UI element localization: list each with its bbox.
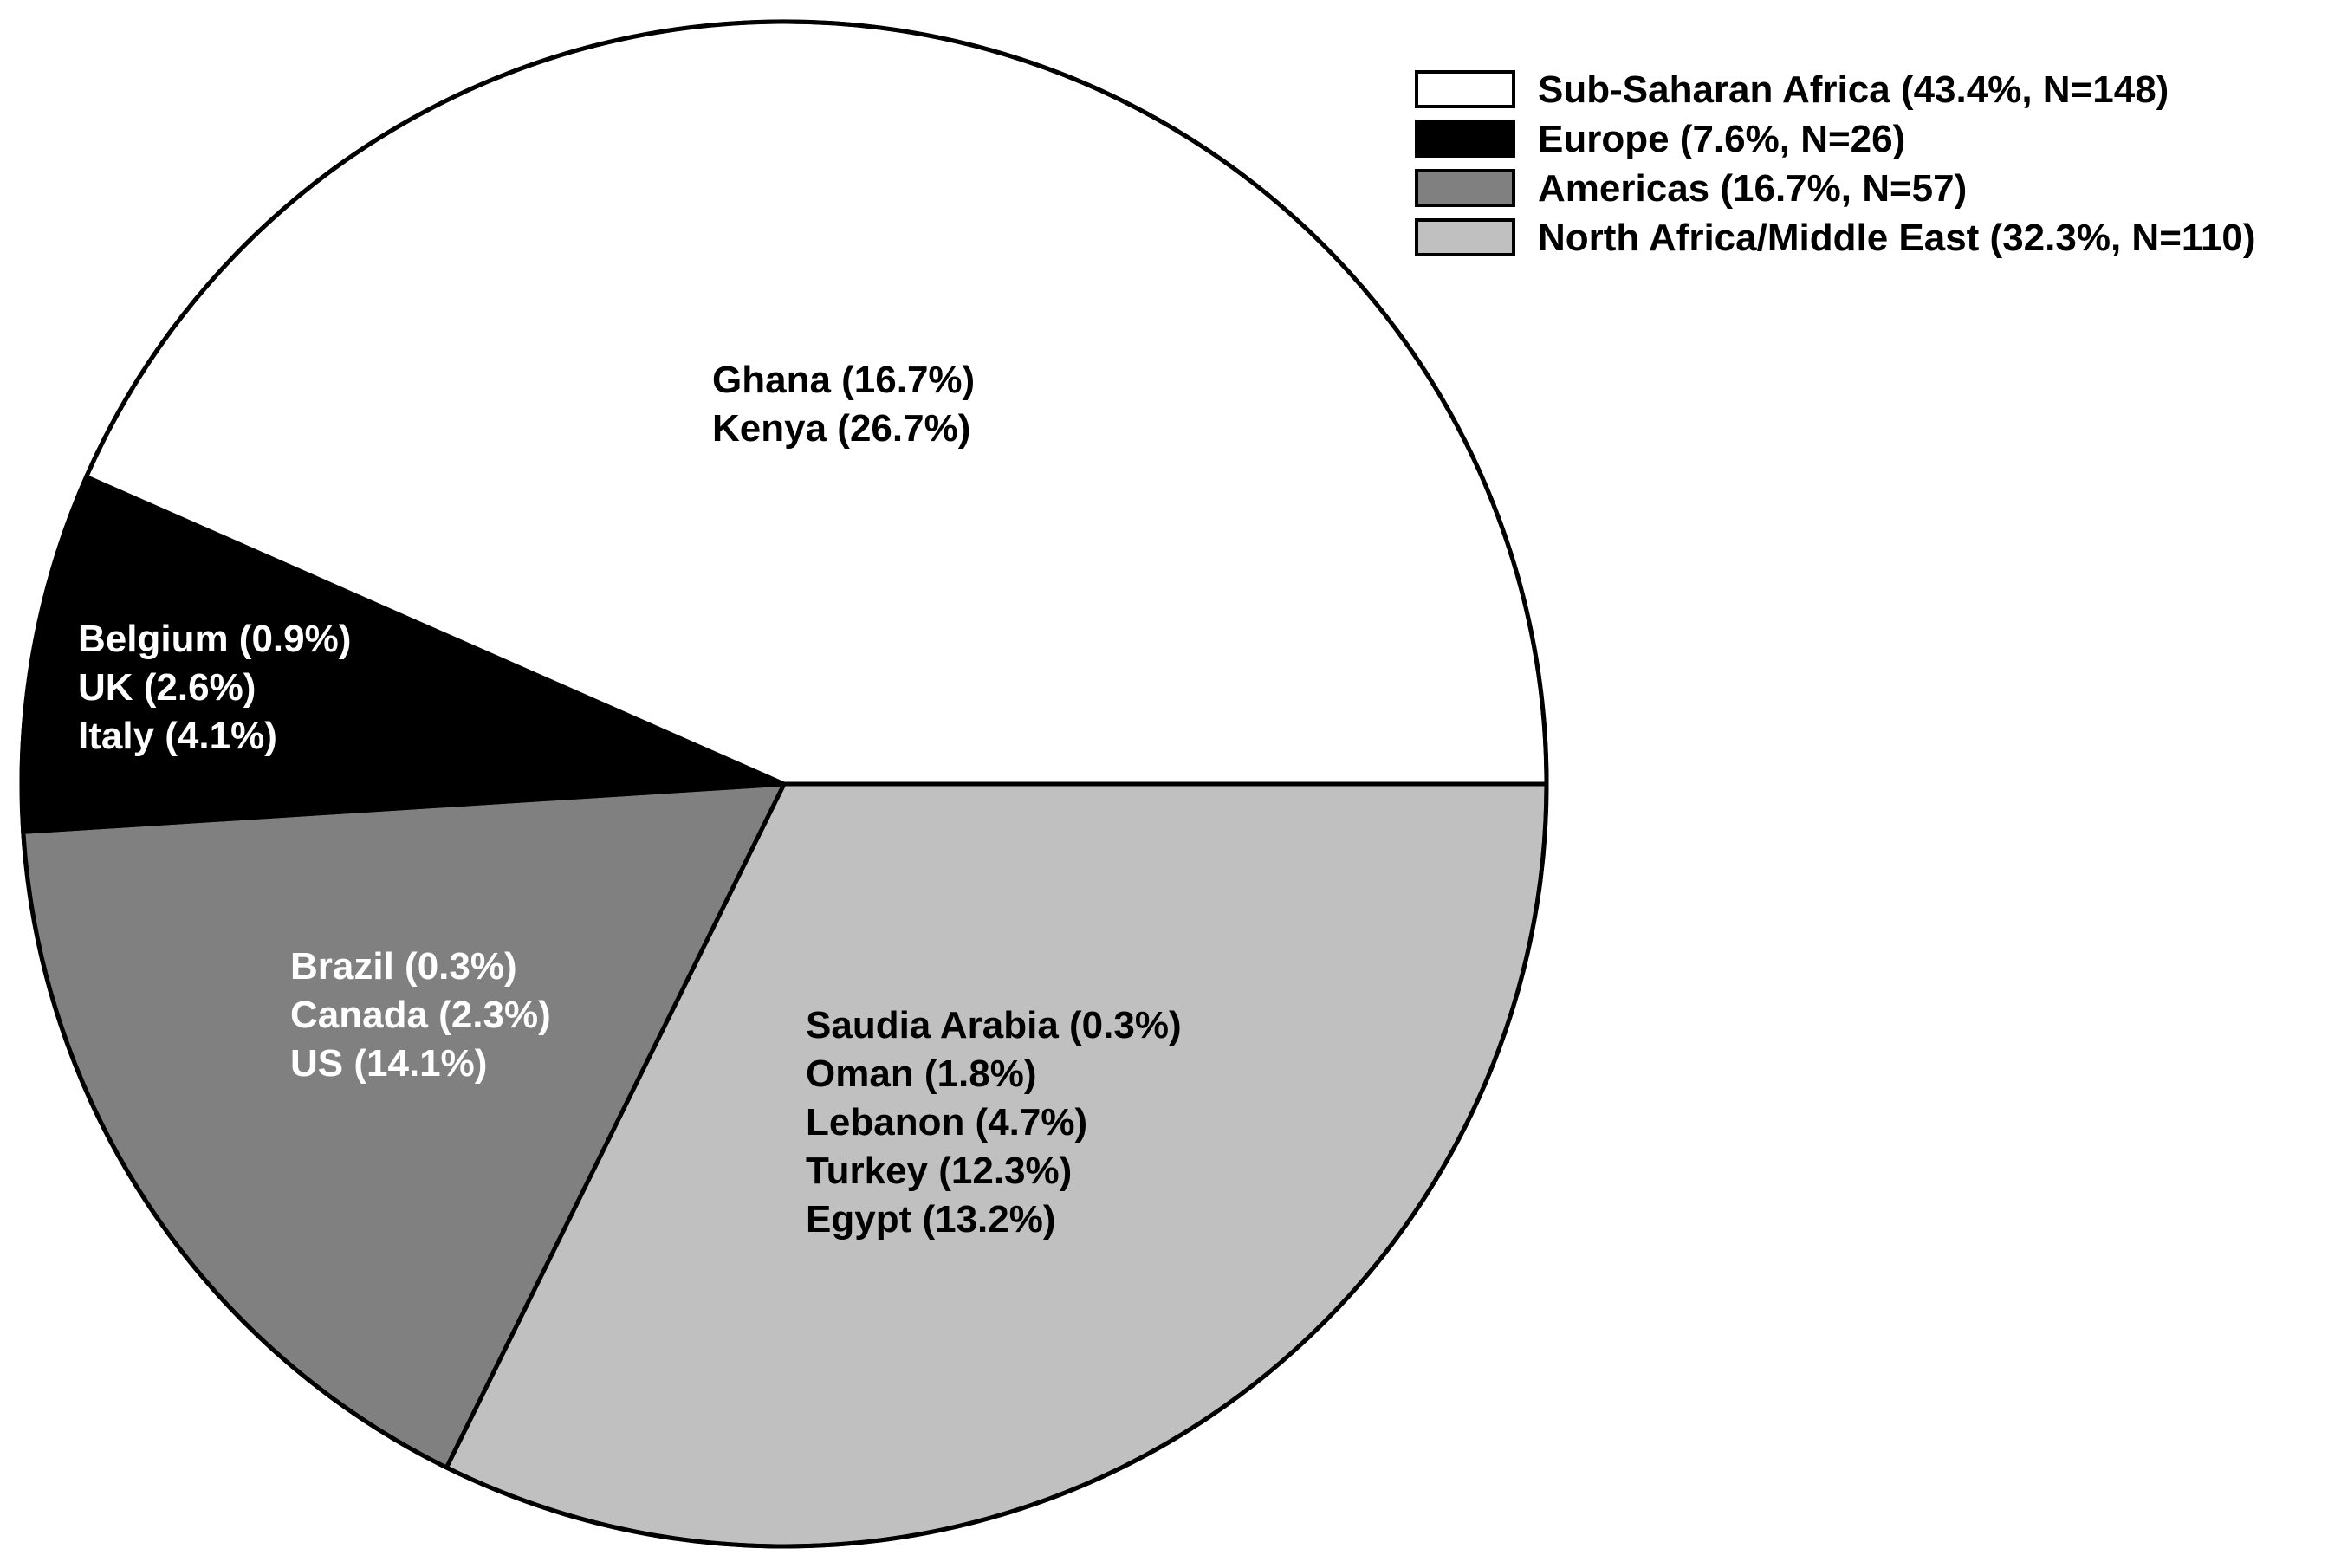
country-label: Kenya (26.7%) <box>712 407 970 450</box>
slice-label-sub-saharan-africa: Ghana (16.7%) Kenya (26.7%) <box>712 359 975 450</box>
legend-swatch <box>1415 169 1515 207</box>
country-label: Egypt (13.2%) <box>806 1198 1056 1241</box>
legend-swatch <box>1415 120 1515 158</box>
legend: Sub-Saharan Africa (43.4%, N=148) Europe … <box>1415 68 2256 259</box>
country-label: US (14.1%) <box>290 1042 487 1085</box>
country-label: Lebanon (4.7%) <box>806 1101 1087 1144</box>
country-label: Canada (2.3%) <box>290 994 551 1036</box>
country-label: Ghana (16.7%) <box>712 359 975 401</box>
slice-label-europe: Belgium (0.9%) UK (2.6%) Italy (4.1%) <box>78 618 351 757</box>
slice-labels: Saudia Arabia (0.3%) Oman (1.8%) Lebanon (… <box>78 359 1182 1241</box>
country-label: Belgium (0.9%) <box>78 618 351 660</box>
legend-swatch <box>1415 70 1515 108</box>
legend-item-europe: Europe (7.6%, N=26) <box>1415 118 1905 160</box>
country-label: Saudia Arabia (0.3%) <box>806 1004 1182 1046</box>
country-label: Oman (1.8%) <box>806 1053 1037 1095</box>
legend-label: Sub-Saharan Africa (43.4%, N=148) <box>1538 68 2169 111</box>
country-label: UK (2.6%) <box>78 666 256 709</box>
legend-item-americas: Americas (16.7%, N=57) <box>1415 167 1967 210</box>
legend-item-north-africa-middle-east: North Africa/Middle East (32.3%, N=110) <box>1415 217 2256 259</box>
country-label: Turkey (12.3%) <box>806 1150 1072 1192</box>
legend-label: North Africa/Middle East (32.3%, N=110) <box>1538 217 2256 259</box>
legend-label: Europe (7.6%, N=26) <box>1538 118 1905 160</box>
legend-swatch <box>1415 218 1515 256</box>
slice-label-north-africa-middle-east: Saudia Arabia (0.3%) Oman (1.8%) Lebanon (… <box>806 1004 1182 1241</box>
country-label: Brazil (0.3%) <box>290 945 517 988</box>
legend-label: Americas (16.7%, N=57) <box>1538 167 1967 210</box>
slice-label-americas: Brazil (0.3%) Canada (2.3%) US (14.1%) <box>290 945 551 1085</box>
legend-item-sub-saharan-africa: Sub-Saharan Africa (43.4%, N=148) <box>1415 68 2169 111</box>
pie-outline <box>19 19 1549 1549</box>
pie-slices <box>19 19 1549 1549</box>
country-label: Italy (4.1%) <box>78 715 277 757</box>
